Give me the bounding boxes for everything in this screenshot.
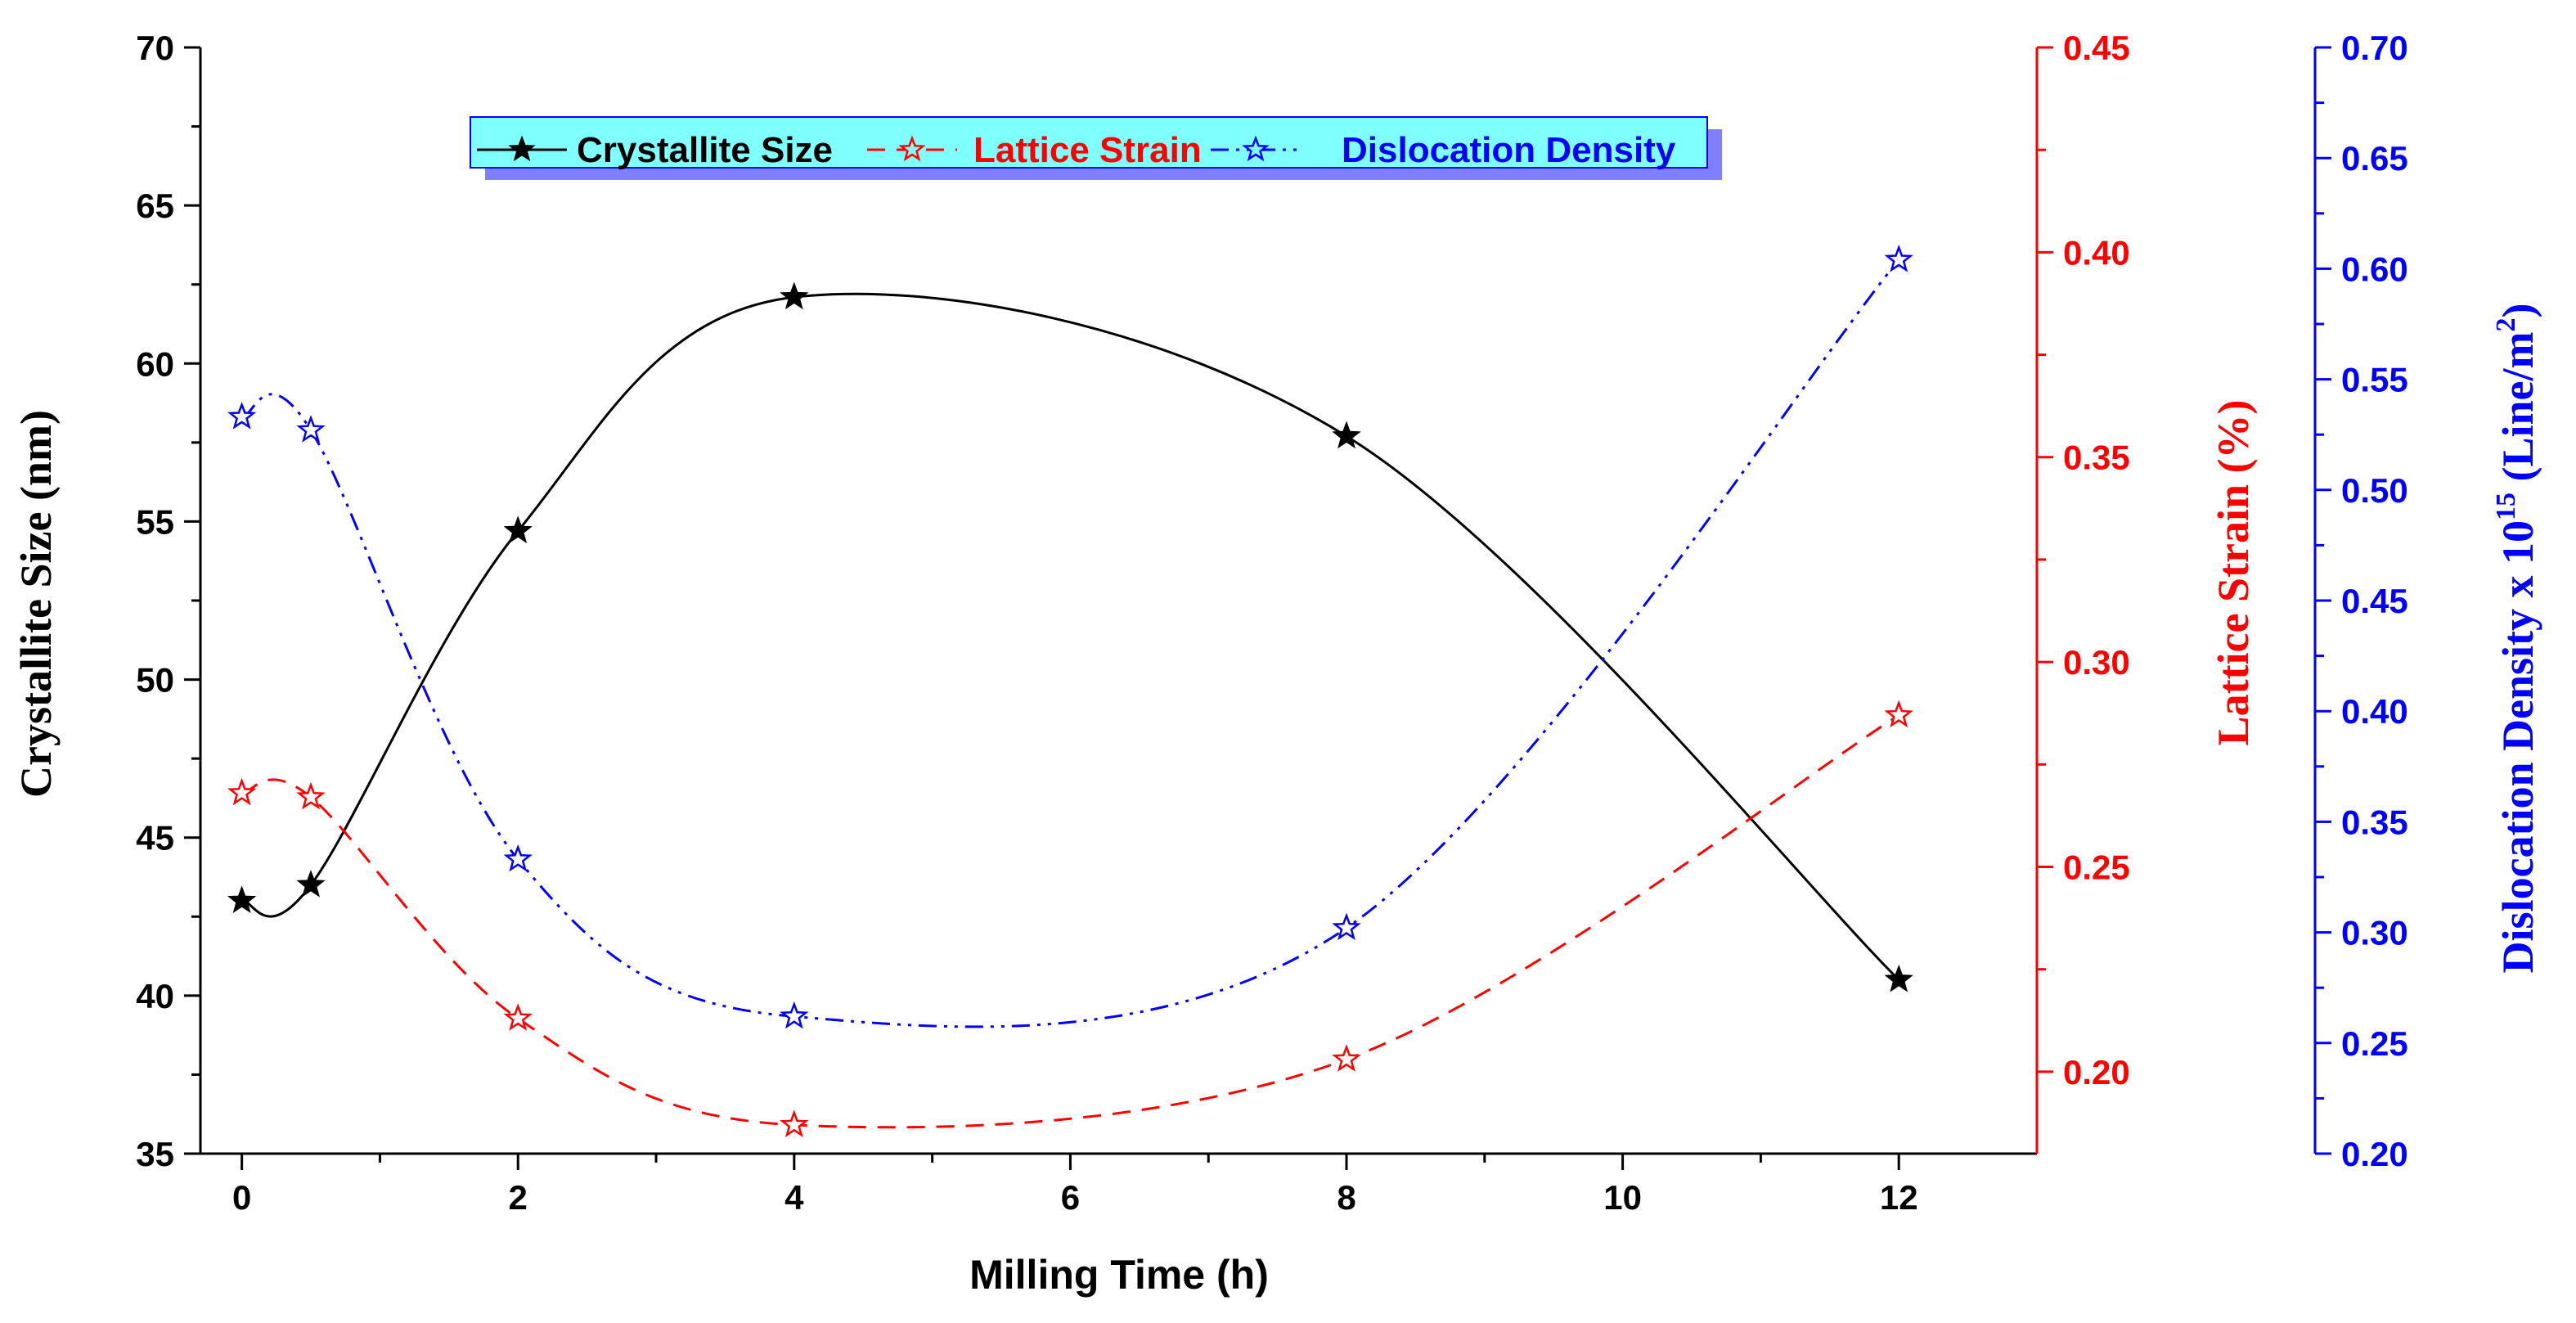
y-right2-tick-label: 0.70	[2341, 29, 2408, 67]
y-left-tick-label: 45	[136, 819, 174, 857]
data-point-lattice-strain	[503, 1003, 533, 1031]
y-left-tick-label: 60	[136, 344, 174, 383]
data-point-crystallite-size	[1884, 964, 1913, 992]
y-right1-tick-label: 0.25	[2063, 848, 2130, 886]
data-point-crystallite-size	[296, 870, 326, 898]
legend-marker-lattice-strain	[898, 135, 926, 162]
y-right2-tick-label: 0.30	[2341, 914, 2408, 952]
y-right2-tick-label: 0.20	[2341, 1135, 2408, 1173]
data-point-lattice-strain	[296, 781, 326, 810]
data-point-dislocation-density	[296, 415, 326, 443]
y-right2-tick-label: 0.40	[2341, 692, 2408, 731]
x-tick-label: 4	[784, 1178, 804, 1217]
legend: Crystallite Size Lattice Strain Dislocatio…	[470, 116, 1722, 180]
y-right1-tick-label: 0.30	[2063, 643, 2130, 682]
y-right2-tick-label: 0.35	[2341, 803, 2408, 841]
y-axis-left-title: Crystallite Size (nm)	[11, 410, 61, 798]
y-left-tick-label: 50	[136, 661, 174, 700]
y-axis-right2-title: Dislocation Density x 1015 (Line/m2)	[2491, 304, 2542, 974]
y-axis-right2-title-sup1: 15	[2491, 493, 2521, 520]
y-right1-tick-label: 0.35	[2063, 439, 2130, 477]
data-point-crystallite-size	[227, 885, 257, 913]
data-point-dislocation-density	[227, 402, 257, 430]
y-right2-tick-label: 0.55	[2341, 361, 2408, 399]
series-line-crystallite-size	[241, 292, 1900, 981]
legend-marker-crystallite-size	[508, 135, 536, 162]
y-axis-right2-title-sup2: 2	[2491, 317, 2521, 331]
tick-group: 0 2 4 6 8 10 12 35 40 45 50 55 60 65 70 0.20 0.25 0.30 0.3…	[136, 29, 2407, 1217]
series-line-dislocation-density	[241, 259, 1900, 1028]
data-point-lattice-strain	[1332, 1044, 1361, 1072]
data-point-dislocation-density	[1884, 245, 1913, 272]
legend-label-crystallite-size: Crystallite Size	[577, 130, 833, 170]
legend-box	[470, 116, 1708, 169]
legend-label-dislocation-density: Dislocation Density	[1342, 130, 1676, 170]
x-tick-label: 0	[232, 1178, 251, 1217]
y-axis-right1-title: Lattice Strain (%)	[2209, 400, 2258, 746]
y-axis-right2-title-mid: (Line/m	[2493, 331, 2542, 493]
legend-label-lattice-strain: Lattice Strain	[973, 130, 1202, 170]
y-left-tick-label: 65	[136, 187, 174, 225]
y-right2-tick-label: 0.45	[2341, 582, 2408, 620]
data-point-lattice-strain	[780, 1109, 809, 1138]
data-point-dislocation-density	[780, 1001, 809, 1029]
y-left-tick-label: 55	[136, 502, 174, 541]
y-right1-tick-label: 0.45	[2063, 29, 2130, 67]
y-right2-tick-label: 0.25	[2341, 1024, 2408, 1063]
x-tick-label: 12	[1880, 1178, 1918, 1217]
y-axis-right2-title-main: Dislocation Density x 10	[2493, 520, 2542, 974]
series-group	[227, 245, 1913, 1138]
x-axis-title: Milling Time (h)	[969, 1252, 1269, 1298]
y-left-tick-label: 70	[136, 29, 174, 67]
y-right2-tick-label: 0.60	[2341, 250, 2408, 288]
x-tick-label: 10	[1603, 1178, 1642, 1217]
data-point-lattice-strain	[227, 777, 257, 806]
y-axis-right2-title-end: )	[2493, 304, 2542, 318]
y-right1-tick-label: 0.20	[2063, 1053, 2130, 1091]
data-point-dislocation-density	[503, 844, 533, 872]
x-tick-label: 8	[1337, 1178, 1355, 1217]
y-right1-tick-label: 0.40	[2063, 233, 2130, 272]
y-left-tick-label: 40	[136, 977, 174, 1015]
data-point-crystallite-size	[1332, 421, 1361, 449]
x-tick-label: 6	[1061, 1178, 1080, 1217]
y-left-tick-label: 35	[136, 1135, 174, 1173]
y-right2-tick-label: 0.50	[2341, 471, 2408, 510]
data-point-crystallite-size	[780, 281, 809, 310]
data-point-lattice-strain	[1884, 700, 1913, 728]
y-right2-tick-label: 0.65	[2341, 139, 2408, 178]
data-point-dislocation-density	[1332, 912, 1361, 941]
legend-marker-dislocation-density	[1242, 135, 1270, 162]
data-point-crystallite-size	[503, 515, 533, 544]
x-tick-label: 2	[509, 1178, 528, 1217]
